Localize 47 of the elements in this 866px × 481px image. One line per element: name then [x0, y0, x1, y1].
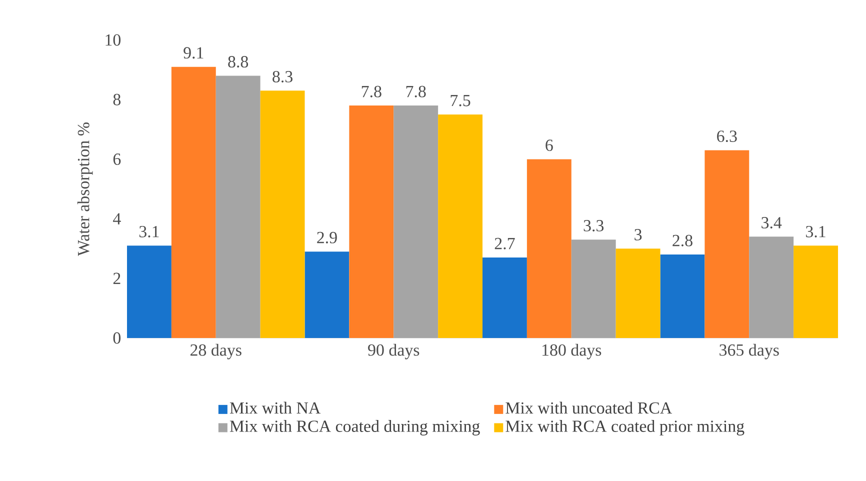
legend-label: Mix with RCA coated prior mixing — [506, 420, 744, 436]
y-axis-title: Water absorption % — [77, 122, 93, 256]
bar — [794, 246, 838, 338]
bar — [349, 106, 394, 338]
data-label: 3 — [634, 229, 642, 240]
x-tick-label: 180 days — [542, 344, 602, 360]
data-label: 7.8 — [406, 86, 426, 98]
y-tick-label: 10 — [106, 34, 121, 46]
bar — [216, 76, 260, 338]
legend-label: Mix with NA — [230, 402, 321, 414]
data-label: 7.5 — [450, 94, 470, 106]
data-label: 2.8 — [672, 234, 692, 246]
data-label: 2.7 — [494, 238, 515, 250]
bar — [526, 159, 572, 338]
y-tick-label: 8 — [113, 94, 121, 106]
bar — [304, 252, 350, 338]
bar — [171, 66, 216, 338]
data-label: 9.1 — [184, 47, 204, 59]
data-label: 8.8 — [228, 56, 248, 68]
data-label: 6.3 — [717, 130, 737, 142]
bar — [704, 150, 750, 338]
data-label: 8.3 — [272, 70, 292, 82]
x-tick-label: 90 days — [368, 344, 420, 360]
data-label: 2.9 — [317, 232, 337, 244]
data-label: 3.1 — [806, 226, 826, 238]
y-tick-label: 2 — [113, 272, 120, 284]
bar — [260, 90, 305, 338]
bar — [394, 106, 438, 338]
data-label: 3.1 — [139, 226, 159, 238]
bar — [438, 114, 483, 338]
legend-label: Mix with RCA coated during mixing — [230, 420, 480, 436]
bar — [660, 254, 705, 338]
data-label: 3.4 — [762, 217, 782, 228]
y-tick-label: 6 — [113, 154, 121, 165]
y-tick-label: 0 — [113, 332, 121, 344]
data-label: 6 — [546, 140, 553, 152]
bar — [571, 240, 616, 338]
legend-label: Mix with uncoated RCA — [506, 402, 672, 414]
bar — [127, 246, 172, 338]
data-label: 3.3 — [584, 220, 604, 232]
x-tick-label: 365 days — [720, 344, 779, 360]
bar — [749, 236, 794, 338]
bar — [482, 258, 527, 338]
bar — [616, 248, 660, 338]
y-tick-label: 4 — [113, 213, 121, 224]
x-tick-label: 28 days — [190, 344, 242, 360]
data-label: 7.8 — [362, 86, 382, 98]
